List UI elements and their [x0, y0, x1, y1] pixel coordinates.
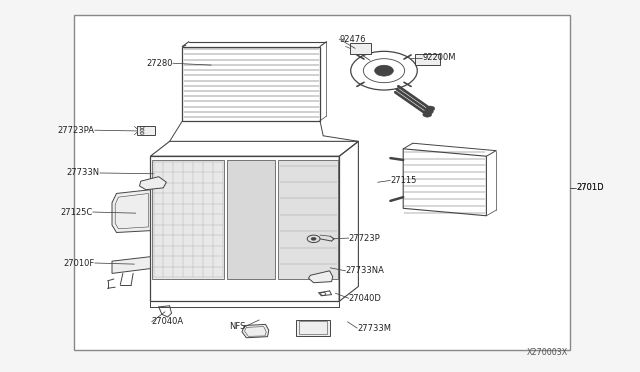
- Text: 27010F: 27010F: [63, 259, 95, 267]
- Bar: [74, 15, 570, 350]
- Text: 2701D: 2701D: [576, 183, 604, 192]
- Polygon shape: [140, 177, 166, 190]
- Text: 27280: 27280: [147, 59, 173, 68]
- Text: 92200M: 92200M: [422, 53, 456, 62]
- Circle shape: [426, 106, 435, 111]
- Bar: [137, 126, 155, 135]
- Circle shape: [374, 65, 394, 76]
- Text: 2701D: 2701D: [576, 183, 604, 192]
- Polygon shape: [227, 160, 275, 279]
- Bar: [296, 320, 330, 336]
- Polygon shape: [278, 160, 338, 279]
- Bar: [299, 321, 327, 334]
- Text: 27115: 27115: [390, 176, 417, 185]
- Text: X270003X: X270003X: [527, 348, 568, 357]
- Polygon shape: [112, 190, 150, 232]
- Text: NFS: NFS: [228, 322, 245, 331]
- Text: 27733M: 27733M: [357, 324, 391, 333]
- Circle shape: [424, 109, 433, 114]
- Text: 27125C: 27125C: [61, 208, 93, 217]
- Polygon shape: [242, 324, 269, 338]
- Text: 92476: 92476: [339, 35, 365, 44]
- Polygon shape: [112, 257, 150, 273]
- Circle shape: [423, 112, 432, 117]
- Text: 27733NA: 27733NA: [346, 266, 385, 275]
- Bar: [350, 43, 371, 54]
- Circle shape: [311, 237, 316, 240]
- Text: 27733N: 27733N: [67, 169, 100, 177]
- Polygon shape: [152, 160, 224, 279]
- Text: 27040A: 27040A: [152, 317, 184, 326]
- Polygon shape: [308, 271, 333, 283]
- Text: 27040D: 27040D: [349, 294, 381, 303]
- Text: 27723P: 27723P: [349, 234, 381, 243]
- Text: 27723PA: 27723PA: [58, 126, 95, 135]
- Bar: [415, 54, 440, 65]
